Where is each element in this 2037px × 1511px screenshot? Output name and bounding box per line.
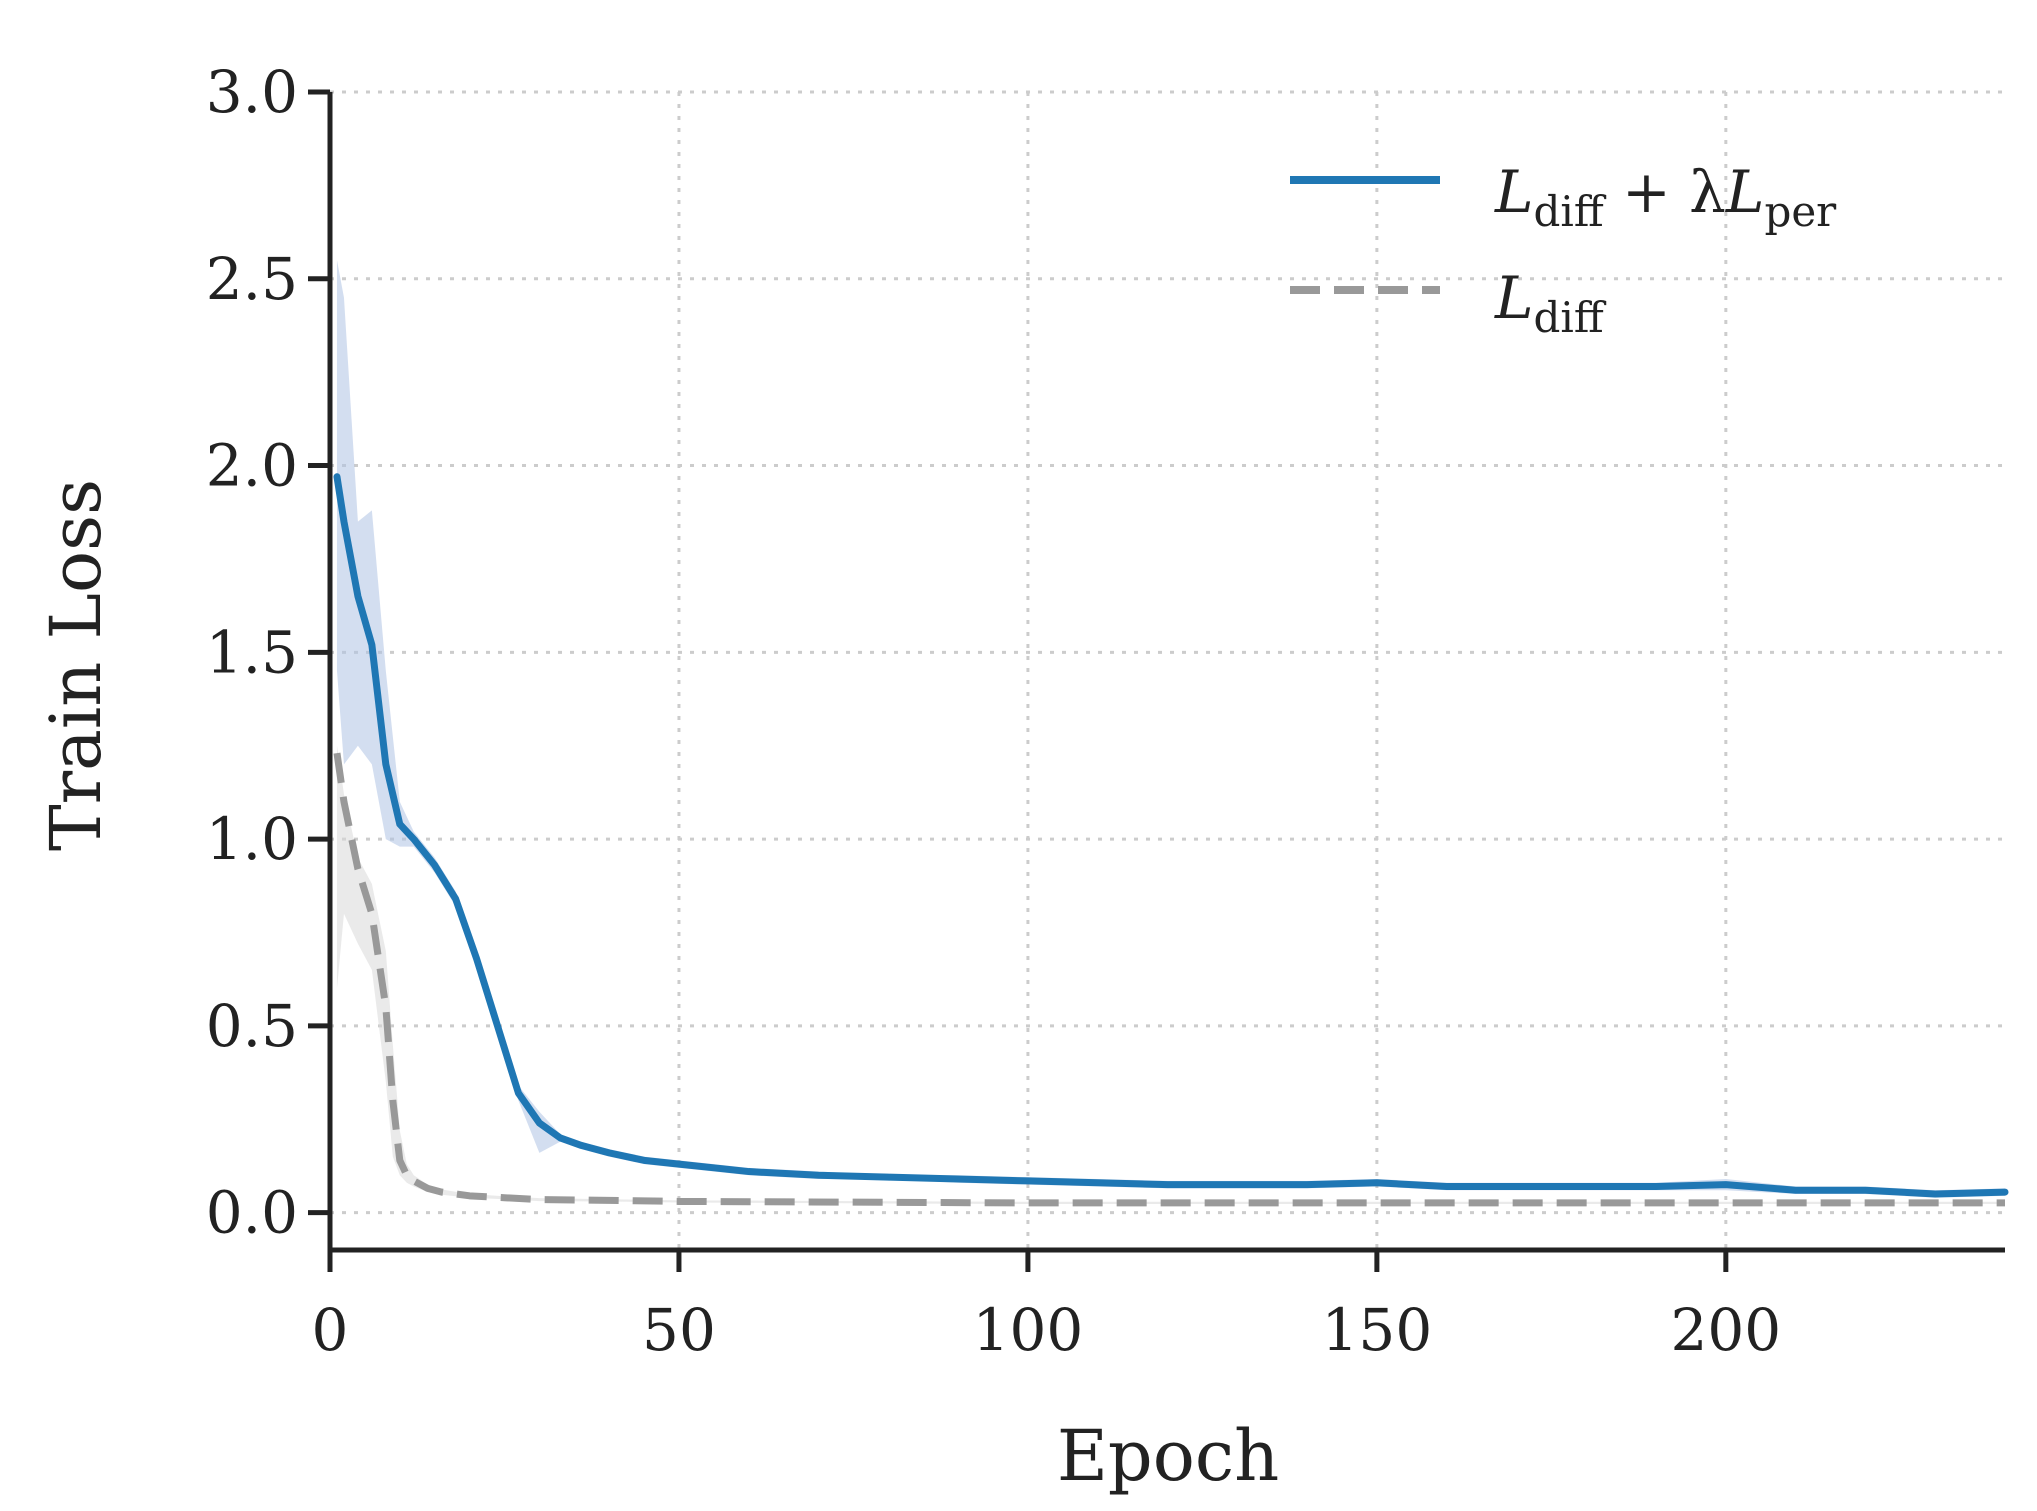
series-line-0 [333, 473, 2009, 1198]
axes [327, 92, 2005, 1253]
y-tick-label: 0.5 [206, 992, 298, 1060]
y-axis-label: Train Loss [35, 479, 117, 851]
x-tick-label: 0 [312, 1296, 349, 1364]
x-tick-label: 100 [973, 1296, 1084, 1364]
legend: Ldiff + λLper Ldiff [1290, 158, 1837, 342]
x-tick-label: 50 [642, 1296, 716, 1364]
x-axis-ticks: 0 50 100 150 200 [312, 1250, 1781, 1364]
y-tick-label: 1.5 [206, 618, 298, 686]
confidence-bands [336, 260, 2006, 1205]
y-tick-label: 1.0 [206, 805, 298, 873]
series-band-0 [336, 260, 2006, 1198]
series-line-1 [333, 752, 2005, 1207]
grid-lines [328, 90, 2005, 1250]
legend-label-diff: Ldiff [1494, 264, 1607, 342]
x-axis-label: Epoch [1057, 1415, 1279, 1497]
y-tick-label: 2.0 [206, 432, 298, 500]
y-tick-label: 3.0 [206, 58, 298, 126]
x-tick-label: 200 [1670, 1296, 1781, 1364]
series-lines [333, 473, 2009, 1207]
legend-label-combined: Ldiff + λLper [1494, 158, 1837, 236]
x-tick-label: 150 [1322, 1296, 1433, 1364]
series-band-1 [336, 745, 2006, 1205]
y-axis-ticks: 0.0 0.5 1.0 1.5 2.0 2.5 3.0 [206, 58, 330, 1247]
y-tick-label: 2.5 [206, 245, 298, 313]
y-tick-label: 0.0 [206, 1179, 298, 1247]
